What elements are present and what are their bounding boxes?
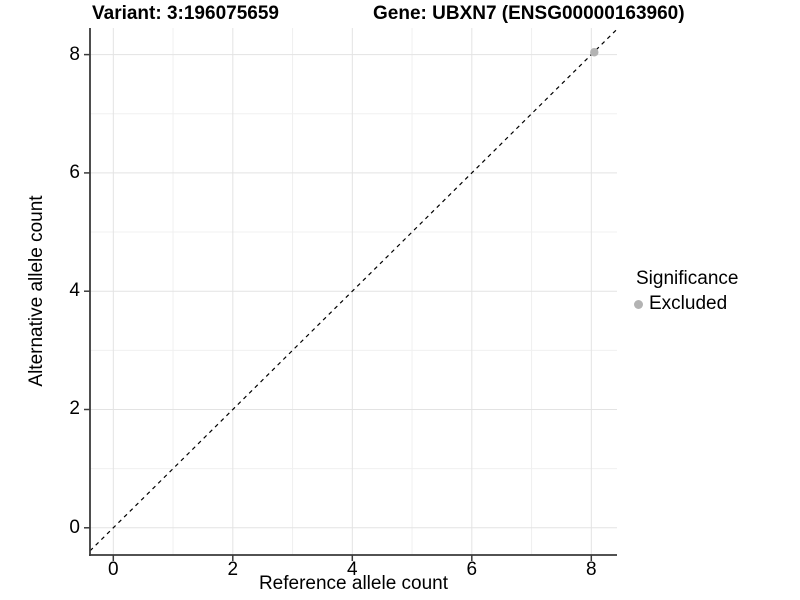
plot-title-variant: Variant: 3:196075659 (92, 3, 279, 24)
y-axis-tick-label: 2 (69, 398, 80, 420)
data-point-excluded (590, 48, 599, 57)
y-axis-tick-label: 4 (69, 280, 80, 302)
legend-title: Significance (636, 268, 739, 289)
y-axis-tick-label: 8 (69, 43, 80, 65)
x-axis-tick-label: 4 (347, 559, 358, 580)
x-axis-tick-label: 8 (586, 559, 597, 580)
legend: Significance Excluded (634, 268, 738, 315)
identity-reference-line (89, 28, 618, 552)
legend-item-label: Excluded (649, 293, 728, 314)
x-axis-tick-label: 2 (227, 559, 239, 580)
x-axis-tick-label: 6 (466, 559, 478, 580)
y-axis-tick-label: 0 (69, 516, 80, 538)
plot-title-gene: Gene: UBXN7 (ENSG00000163960) (373, 3, 685, 24)
legend-key-dot (634, 299, 643, 309)
y-axis-tick-label: 6 (69, 161, 80, 183)
legend-item-excluded: Excluded (634, 293, 738, 315)
x-axis-tick-label: 0 (108, 559, 119, 580)
x-axis-title: Reference allele count (258, 573, 449, 594)
